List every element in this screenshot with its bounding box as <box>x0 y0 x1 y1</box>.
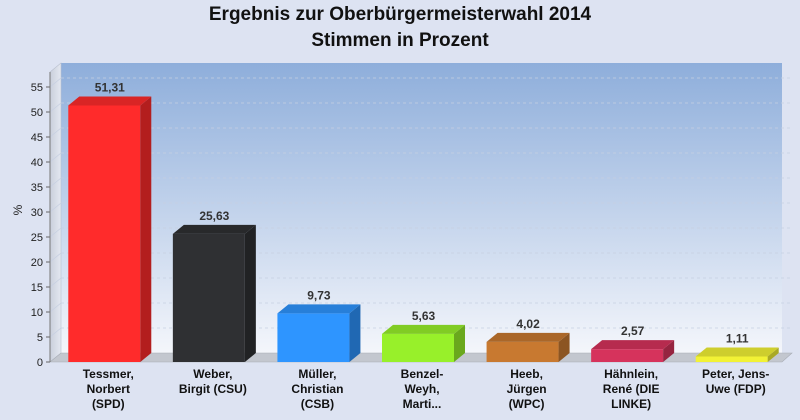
y-tick-label: 40 <box>31 157 43 169</box>
y-tick-label: 50 <box>31 107 43 119</box>
x-category-label-line: (SPD) <box>92 397 125 411</box>
gridline-side <box>49 152 62 163</box>
x-category-label-line: Heeb, <box>510 367 543 381</box>
gridline-side <box>49 277 62 288</box>
y-tick-label: 15 <box>31 282 43 294</box>
x-category-label-line: Uwe (FDP) <box>706 382 766 396</box>
x-category-label: Weber, Birgit (CSU) <box>179 367 247 396</box>
bar-side <box>454 324 465 362</box>
gridline-side <box>49 327 62 338</box>
bar <box>172 233 245 362</box>
y-tick-label: 35 <box>31 182 43 194</box>
gridline-side <box>49 227 62 238</box>
bar-top <box>68 96 152 106</box>
bar-value-label: 25,63 <box>199 209 229 223</box>
gridline-side <box>49 177 62 188</box>
x-category-label: Müller, Christian (CSB) <box>291 367 343 411</box>
bar <box>68 105 141 362</box>
bar-value-label: 51,31 <box>95 80 125 94</box>
x-category-label: Peter, Jens-Uwe (FDP) <box>702 367 769 396</box>
bar <box>591 349 664 362</box>
x-category-label-line: (WPC) <box>509 397 545 411</box>
gridline-side <box>49 102 62 113</box>
chart-title: Ergebnis zur Oberbürgermeisterwahl 2014 <box>208 4 592 25</box>
x-category-label-line: (CSB) <box>301 397 334 411</box>
bar-value-label: 4,02 <box>516 317 540 331</box>
bar-value-label: 2,57 <box>621 324 645 338</box>
x-category-label-line: Müller, <box>298 367 336 381</box>
bar-value-label: 5,63 <box>412 309 436 323</box>
bar-top <box>486 332 570 342</box>
bar <box>695 356 768 362</box>
x-category-label-line: Tessmer, <box>83 367 134 381</box>
bar-side <box>140 96 152 362</box>
x-category-label-line: Norbert <box>87 382 130 396</box>
y-tick-label: 30 <box>31 207 43 219</box>
x-category-label: Hähnlein, René (DIE LINKE) <box>603 367 660 411</box>
y-tick-label: 45 <box>31 132 43 144</box>
bar-top <box>695 347 779 357</box>
y-tick-label: 10 <box>31 307 43 319</box>
x-category-label: Benzel-Weyh, Marti... <box>401 367 444 411</box>
x-category-label-line: Weyh, <box>404 382 439 396</box>
x-category-label-line: Jürgen <box>507 382 547 396</box>
bar-value-label: 1,11 <box>726 331 749 345</box>
y-axis-label: % <box>11 204 25 215</box>
y-tick-label: 5 <box>37 332 43 344</box>
x-category-label-line: Peter, Jens- <box>702 367 769 381</box>
x-category-label-line: Weber, <box>193 367 232 381</box>
bar-top <box>277 304 361 314</box>
x-category-label: Heeb, Jürgen (WPC) <box>507 367 547 411</box>
y-tick-label: 0 <box>37 357 43 369</box>
chart-subtitle: Stimmen in Prozent <box>311 30 489 51</box>
x-category-label-line: Birgit (CSU) <box>179 382 247 396</box>
gridline-side <box>49 127 62 138</box>
bar <box>382 333 454 362</box>
gridline-side <box>49 202 62 213</box>
gridline-side <box>49 302 62 313</box>
bar-side <box>349 304 361 362</box>
y-tick-label: 55 <box>31 82 43 94</box>
bar-top <box>172 224 256 234</box>
x-category-label-line: LINKE) <box>611 397 651 411</box>
x-category-label-line: Christian <box>291 382 343 396</box>
bar-side <box>558 332 570 362</box>
x-category-label-line: Hähnlein, <box>604 367 658 381</box>
x-category-label-line: Benzel- <box>401 367 444 381</box>
x-category-label-line: Marti... <box>403 397 442 411</box>
y-tick-label: 20 <box>31 257 43 269</box>
bar-top <box>591 340 675 350</box>
y-tick-label: 25 <box>31 232 43 244</box>
x-category-label: Tessmer, Norbert (SPD) <box>83 367 134 411</box>
bar-value-label: 9,73 <box>307 288 331 302</box>
gridline-side <box>49 252 62 263</box>
bar <box>277 313 350 362</box>
bar-side <box>244 224 256 362</box>
bar-side <box>663 340 675 362</box>
bar-side <box>767 347 779 362</box>
bar <box>486 341 559 362</box>
bar-top <box>382 324 465 334</box>
gridline-side <box>49 77 62 88</box>
x-category-label-line: René (DIE <box>603 382 660 396</box>
